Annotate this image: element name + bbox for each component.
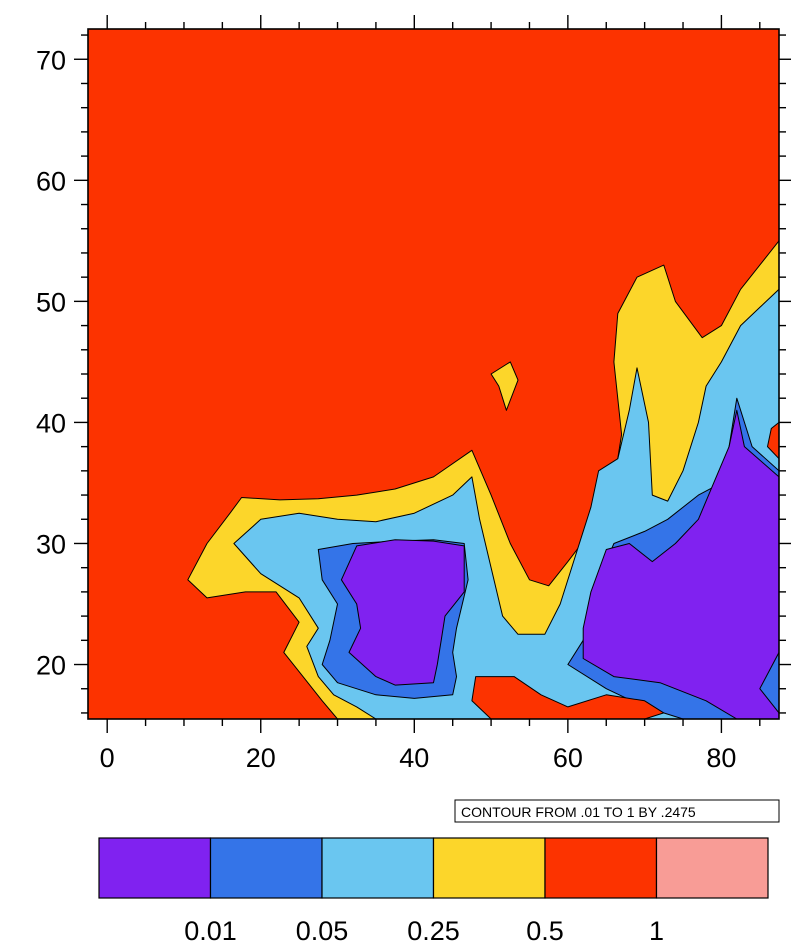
- y-tick-label: 60: [36, 166, 66, 196]
- colorbar-label: 0.01: [184, 916, 237, 945]
- y-tick-label: 50: [36, 287, 66, 317]
- x-tick-label: 60: [553, 743, 583, 773]
- contour-region-5: [340, 539, 465, 686]
- plot-area: [87, 28, 780, 720]
- colorbar-box: [655, 837, 769, 899]
- contour-region-7: [471, 676, 665, 719]
- contour-region-1: [490, 361, 519, 411]
- x-tick-label: 40: [399, 743, 429, 773]
- colorbar-label: 0.5: [526, 916, 564, 945]
- contour-info-box: CONTOUR FROM .01 TO 1 BY .2475: [454, 799, 780, 823]
- contour-region-6: [582, 409, 779, 719]
- colorbar-label: 0.05: [296, 916, 349, 945]
- y-tick-label: 40: [36, 408, 66, 438]
- colorbar-box: [432, 837, 546, 899]
- x-tick-label: 20: [246, 743, 276, 773]
- contour-info-frame: [454, 799, 780, 823]
- colorbar-label: 1: [649, 916, 664, 945]
- colorbar-box: [209, 837, 323, 899]
- contour-region-8: [767, 421, 779, 460]
- colorbar-box: [98, 837, 212, 899]
- colorbar: 0.01 0.05 0.25 0.5 1: [98, 837, 769, 945]
- y-axis: 20 30 40 50 60 70: [36, 34, 791, 714]
- contour-info-text: CONTOUR FROM .01 TO 1 BY .2475: [461, 804, 696, 820]
- colorbar-box: [321, 837, 435, 899]
- y-tick-label: 30: [36, 529, 66, 559]
- colorbar-box: [544, 837, 658, 899]
- x-tick-label: 80: [706, 743, 736, 773]
- x-tick-label: 0: [100, 743, 115, 773]
- x-axis: 0 20 40 60 80: [100, 15, 761, 773]
- colorbar-label: 0.25: [407, 916, 460, 945]
- y-tick-label: 70: [36, 45, 66, 75]
- y-tick-label: 20: [36, 651, 66, 681]
